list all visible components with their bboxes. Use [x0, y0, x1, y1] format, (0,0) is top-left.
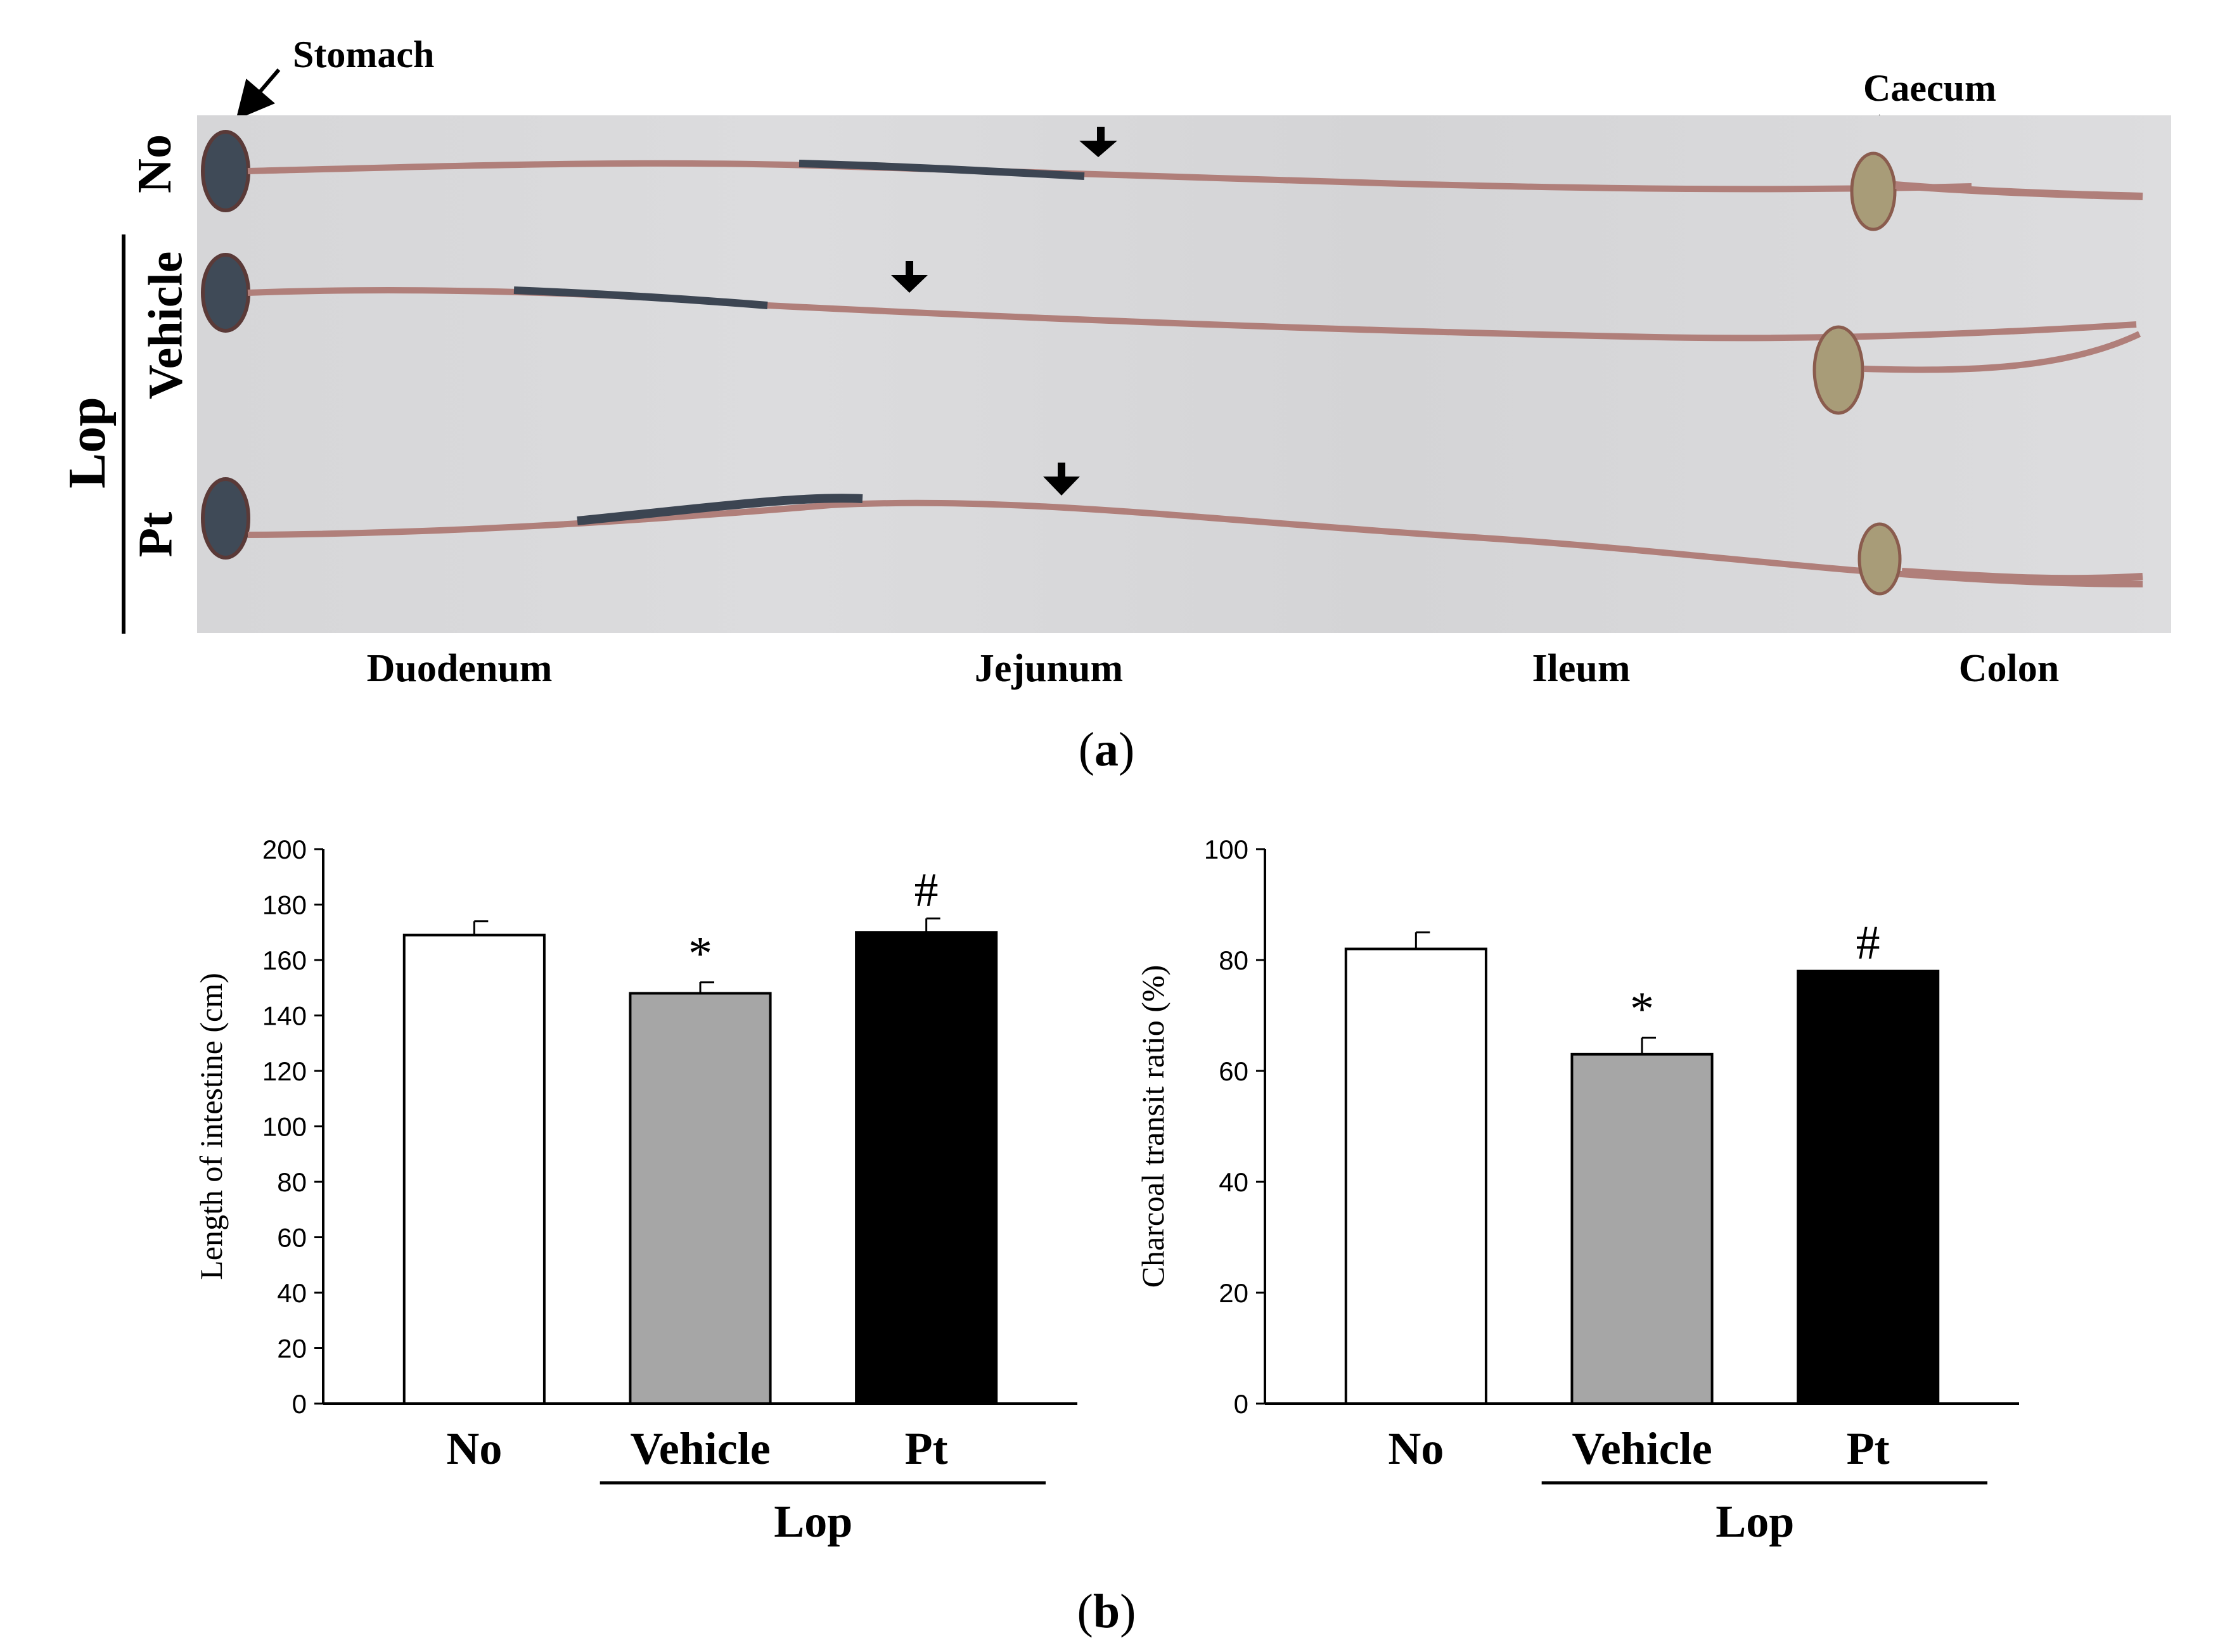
caption-a-letter: a [1094, 723, 1119, 776]
chart-charcoal-transit-ratio: 0 20 40 60 80 100 Charcoal transit ratio (%) No… [1135, 835, 2019, 1547]
y-axis-label: Length of intestine (cm) [193, 973, 229, 1280]
group-label-lop: Lop [57, 397, 117, 489]
y-tick-label: 120 [262, 1056, 307, 1086]
significance-marker: * [688, 927, 712, 980]
stomach-label: Stomach [293, 34, 435, 75]
intestine-row-vehicle [201, 253, 2141, 415]
row-label-vehicle: Vehicle [139, 251, 193, 400]
bar-vehicle [1570, 1053, 1714, 1405]
intestine-drawing [201, 127, 2143, 596]
caption-b: (b) [1077, 1585, 1136, 1638]
bar-pt [855, 931, 998, 1405]
charcoal-front-arrow-no [1079, 127, 1117, 157]
category-label: Vehicle [1572, 1423, 1712, 1474]
bar-no [402, 933, 546, 1405]
row-label-no: No [127, 134, 181, 193]
y-tick-label: 160 [262, 945, 307, 975]
y-tick-label: 140 [262, 1001, 307, 1031]
intestine-photo [197, 115, 2171, 633]
chart-length-of-intestine: 0 20 40 60 80 100 120 140 160 180 200 Length of int… [193, 835, 1077, 1547]
category-label: No [446, 1423, 502, 1474]
stomach-pointer-arrow [236, 68, 281, 120]
y-tick-label: 80 [277, 1167, 307, 1197]
caecum-label: Caecum [1863, 67, 1996, 109]
charcoal-front-arrow-pt [1043, 463, 1080, 496]
intestine-row-pt [201, 463, 2143, 596]
caption-b-letter: b [1093, 1585, 1120, 1638]
category-label: Vehicle [630, 1423, 770, 1474]
y-tick-label: 80 [1219, 945, 1248, 975]
region-ileum: Ileum [1532, 647, 1631, 690]
group-label: Lop [774, 1496, 852, 1547]
y-tick-label: 0 [1234, 1389, 1248, 1419]
region-colon: Colon [1958, 647, 2060, 690]
significance-marker: # [914, 863, 939, 916]
y-tick-label: 100 [262, 1112, 307, 1142]
y-tick-label: 200 [262, 835, 307, 864]
y-tick-label: 60 [1219, 1056, 1248, 1086]
category-label: No [1388, 1423, 1444, 1474]
bar-no [1344, 947, 1487, 1405]
y-tick-label: 20 [277, 1334, 307, 1364]
y-tick-label: 180 [262, 890, 307, 920]
category-label: Pt [905, 1423, 948, 1474]
significance-marker: * [1630, 983, 1654, 1036]
bar-pt [1797, 970, 1940, 1405]
caption-a: (a) [1078, 723, 1135, 776]
region-jejunum: Jejunum [974, 647, 1124, 690]
region-duodenum: Duodenum [366, 647, 553, 690]
group-label: Lop [1716, 1496, 1794, 1547]
charcoal-front-arrow-vehicle [891, 261, 928, 293]
y-tick-label: 60 [277, 1223, 307, 1253]
bar-vehicle [629, 992, 772, 1405]
y-tick-label: 0 [292, 1389, 307, 1419]
y-axis-label: Charcoal transit ratio (%) [1135, 965, 1171, 1288]
y-tick-label: 20 [1219, 1278, 1248, 1308]
y-tick-label: 40 [1219, 1167, 1248, 1197]
lop-group-bracket [122, 234, 125, 634]
category-label: Pt [1847, 1423, 1890, 1474]
significance-marker: # [1856, 916, 1880, 970]
row-label-pt: Pt [129, 511, 183, 558]
intestine-row-no [201, 127, 2143, 231]
y-tick-label: 100 [1204, 835, 1248, 864]
y-tick-label: 40 [277, 1278, 307, 1308]
